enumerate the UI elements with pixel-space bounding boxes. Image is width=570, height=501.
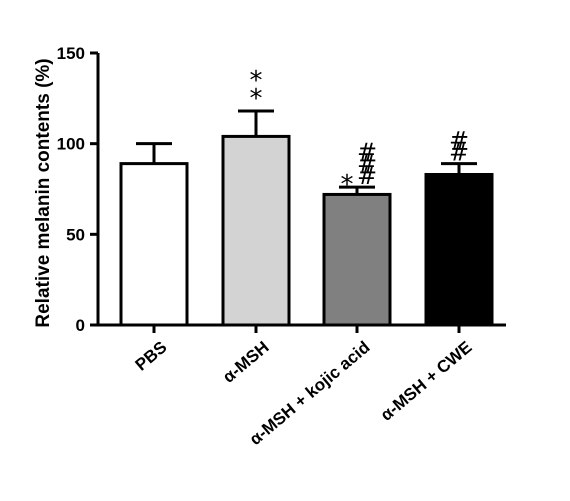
x-tick-label: PBS [132,338,171,375]
significance-star: * [341,170,354,200]
bar [424,172,494,327]
significance-star: * [250,84,263,114]
significance-hash: # [357,162,377,190]
x-tick-label: α-MSH + CWE [377,338,476,425]
significance-hash: # [357,150,377,178]
significance-hash: # [449,127,469,155]
significance-hash: # [449,139,469,167]
bar [119,162,189,327]
bar [221,134,291,327]
y-tick-label: 100 [57,135,85,154]
significance-star: * [250,66,263,96]
y-axis-title: Relative melanin contents (%) [33,58,54,327]
significance-hash: # [357,138,377,166]
x-tick-label: α-MSH [219,338,272,387]
bar [322,192,392,327]
y-tick-label: 0 [76,316,85,335]
y-tick-label: 50 [66,225,85,244]
y-tick-label: 150 [57,44,85,63]
